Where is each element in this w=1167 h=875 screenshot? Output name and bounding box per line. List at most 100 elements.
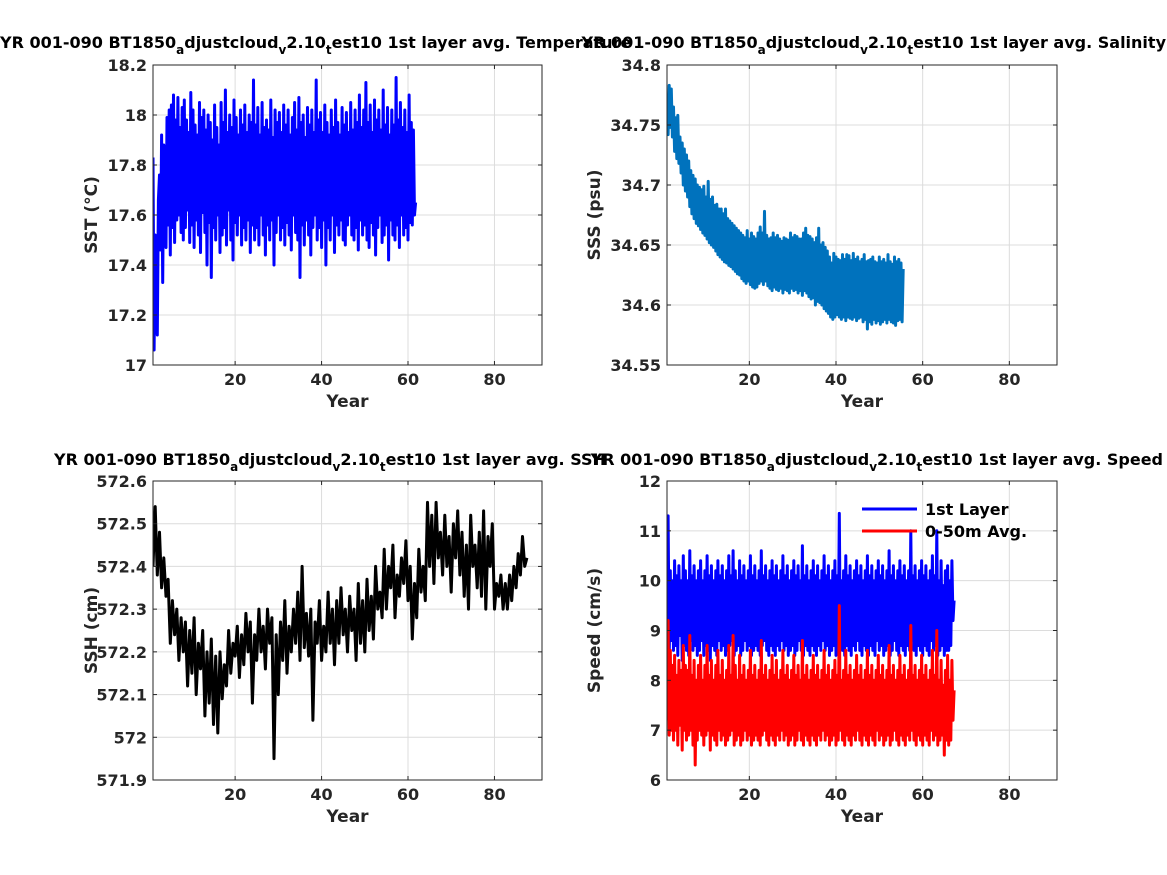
series-group [153, 500, 529, 761]
x-axis-label: Year [325, 392, 369, 412]
series-group [667, 511, 956, 767]
x-tick-label: 80 [483, 370, 505, 389]
y-axis-label: SSS (psu) [585, 169, 605, 260]
y-tick-label: 11 [639, 522, 661, 541]
title-segment: YR 001-090 BT1850 [53, 450, 230, 469]
x-axis-label: Year [840, 807, 884, 827]
title-segment: est10 1st layer avg. Temperature [332, 33, 632, 52]
x-tick-label: 20 [224, 785, 246, 804]
y-tick-label: 34.8 [622, 56, 661, 75]
title-segment: t [326, 43, 332, 57]
title-segment: 2.10 [877, 450, 916, 469]
y-tick-label: 34.75 [610, 116, 661, 135]
title-segment: v [860, 43, 868, 57]
x-tick-label: 40 [310, 785, 332, 804]
x-tick-label: 80 [998, 785, 1020, 804]
series-line-1 [153, 76, 418, 352]
x-tick-label: 40 [825, 785, 847, 804]
title-segment: a [767, 460, 775, 474]
x-axis-label: Year [840, 392, 884, 412]
y-tick-label: 6 [650, 771, 661, 790]
series-line-1 [667, 83, 905, 331]
series-group [667, 83, 905, 331]
y-tick-label: 572 [114, 728, 147, 747]
title-segment: est10 1st layer avg. Salinity [913, 33, 1166, 52]
y-tick-label: 571.9 [96, 771, 147, 790]
y-tick-label: 7 [650, 721, 661, 740]
x-tick-label: 60 [397, 785, 419, 804]
title-segment: a [758, 43, 766, 57]
y-tick-label: 34.65 [610, 236, 661, 255]
legend-label: 1st Layer [925, 500, 1009, 519]
x-tick-label: 60 [397, 370, 419, 389]
x-tick-label: 40 [310, 370, 332, 389]
y-tick-label: 17.4 [108, 256, 147, 275]
title-segment: YR 001-090 BT1850 [581, 33, 758, 52]
axes-box [666, 64, 1058, 366]
y-tick-label: 34.7 [622, 176, 661, 195]
x-tick-label: 60 [912, 785, 934, 804]
subplot-3: 20 40 60 80 571.9 572 572.1 572.2 572.3 572.4 572.… [53, 450, 606, 827]
title-segment: v [279, 43, 287, 57]
title-segment: v [869, 460, 877, 474]
y-tick-label: 572.5 [96, 515, 147, 534]
subplot-2: 20 40 60 80 34.55 34.6 34.65 34.7 34.75 34.8 Year S… [581, 33, 1167, 412]
title-segment: 2.10 [340, 450, 379, 469]
y-tick-label: 17.8 [108, 156, 147, 175]
y-tick-label: 18 [125, 106, 147, 125]
series-line-2 [667, 604, 956, 767]
x-axis-label: Year [325, 807, 369, 827]
subplot-title: YR 001-090 BT1850adjustcloudv2.10test10 … [53, 450, 606, 474]
legend: 1st Layer 0-50m Avg. [862, 500, 1027, 541]
y-tick-label: 34.55 [610, 356, 661, 375]
y-tick-label: 572.6 [96, 472, 147, 491]
y-tick-label: 572.2 [96, 643, 147, 662]
y-tick-label: 34.6 [622, 296, 661, 315]
title-segment: 2.10 [868, 33, 907, 52]
title-segment: v [333, 460, 341, 474]
subplot-title: YR 001-090 BT1850adjustcloudv2.10test10 … [590, 450, 1163, 474]
title-segment: YR 001-090 BT1850 [590, 450, 767, 469]
x-tick-label: 80 [998, 370, 1020, 389]
x-tick-label: 20 [738, 785, 760, 804]
title-segment: a [176, 43, 184, 57]
title-segment: djustcloud [238, 450, 332, 469]
title-segment: est10 1st layer avg. Speed [922, 450, 1163, 469]
y-tick-label: 572.3 [96, 600, 147, 619]
y-axis-label: Speed (cm/s) [585, 568, 605, 693]
title-segment: YR 001-090 BT1850 [0, 33, 176, 52]
x-tick-label: 40 [825, 370, 847, 389]
y-tick-label: 9 [650, 622, 661, 641]
y-tick-label: 17 [125, 356, 147, 375]
y-tick-label: 10 [639, 572, 661, 591]
y-tick-label: 8 [650, 671, 661, 690]
title-segment: t [917, 460, 923, 474]
y-tick-label: 572.1 [96, 686, 147, 705]
y-tick-label: 17.6 [108, 206, 147, 225]
title-segment: est10 1st layer avg. SSH [386, 450, 606, 469]
y-axis-label: SSH (cm) [82, 587, 102, 674]
subplot-title: YR 001-090 BT1850adjustcloudv2.10test10 … [581, 33, 1167, 57]
y-tick-label: 12 [639, 472, 661, 491]
x-tick-label: 20 [224, 370, 246, 389]
title-segment: 2.10 [286, 33, 325, 52]
title-segment: t [907, 43, 913, 57]
y-tick-label: 572.4 [96, 557, 147, 576]
axes-box [152, 480, 543, 781]
title-segment: djustcloud [766, 33, 860, 52]
y-axis-label: SST (°C) [82, 176, 102, 254]
legend-label: 0-50m Avg. [925, 522, 1027, 541]
x-tick-label: 60 [912, 370, 934, 389]
series-group [153, 76, 418, 352]
subplot-1: 20 40 60 80 17 17.2 17.4 17.6 17.8 18 18.2 Year SST … [0, 33, 631, 412]
x-tick-label: 80 [483, 785, 505, 804]
title-segment: djustcloud [184, 33, 278, 52]
title-segment: djustcloud [775, 450, 869, 469]
subplot-4: 20 40 60 80 6 7 8 9 10 11 12 Year Speed (cm/s) YR 001… [585, 450, 1163, 827]
title-segment: t [380, 460, 386, 474]
x-tick-label: 20 [738, 370, 760, 389]
y-tick-label: 17.2 [108, 306, 147, 325]
y-tick-label: 18.2 [108, 56, 147, 75]
title-segment: a [230, 460, 238, 474]
